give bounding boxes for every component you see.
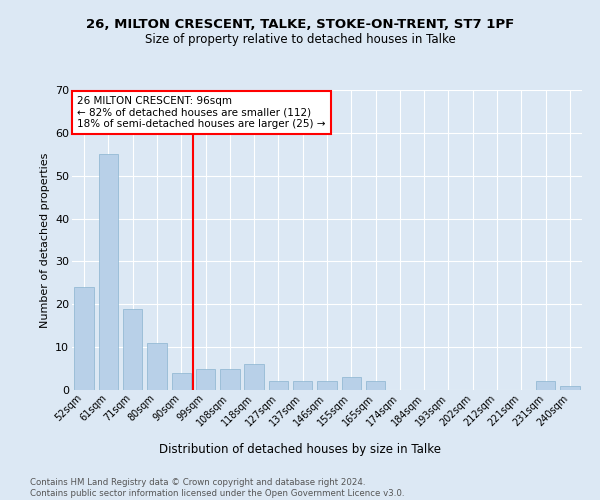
Text: Size of property relative to detached houses in Talke: Size of property relative to detached ho… <box>145 32 455 46</box>
Bar <box>196 368 215 390</box>
Bar <box>341 377 361 390</box>
Bar <box>293 382 313 390</box>
Text: Distribution of detached houses by size in Talke: Distribution of detached houses by size … <box>159 442 441 456</box>
Bar <box>317 382 337 390</box>
Text: Contains HM Land Registry data © Crown copyright and database right 2024.
Contai: Contains HM Land Registry data © Crown c… <box>30 478 404 498</box>
Bar <box>99 154 118 390</box>
Bar <box>172 373 191 390</box>
Bar <box>244 364 264 390</box>
Bar <box>123 308 142 390</box>
Text: 26 MILTON CRESCENT: 96sqm
← 82% of detached houses are smaller (112)
18% of semi: 26 MILTON CRESCENT: 96sqm ← 82% of detac… <box>77 96 326 129</box>
Bar <box>560 386 580 390</box>
Bar <box>269 382 288 390</box>
Bar <box>536 382 555 390</box>
Bar <box>74 287 94 390</box>
Text: 26, MILTON CRESCENT, TALKE, STOKE-ON-TRENT, ST7 1PF: 26, MILTON CRESCENT, TALKE, STOKE-ON-TRE… <box>86 18 514 30</box>
Bar <box>366 382 385 390</box>
Y-axis label: Number of detached properties: Number of detached properties <box>40 152 50 328</box>
Bar <box>220 368 239 390</box>
Bar <box>147 343 167 390</box>
